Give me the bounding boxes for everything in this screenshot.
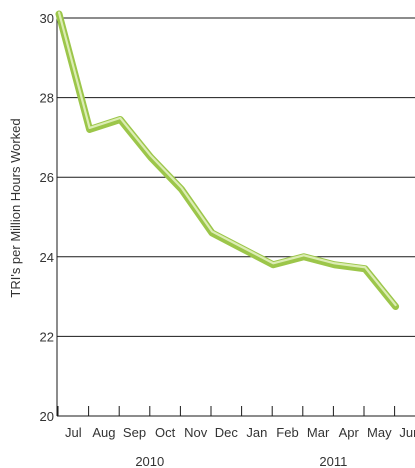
year-label: 2011 (319, 454, 347, 468)
x-tick-labels: Jul Aug Sep Oct Nov Dec Jan Feb Mar Apr May Jun (65, 425, 415, 440)
year-label: 2010 (135, 454, 164, 468)
y-tick-label: 28 (40, 91, 54, 106)
x-tick-label: Mar (307, 425, 330, 440)
x-tick-label: Oct (155, 425, 176, 440)
data-point (211, 232, 213, 234)
gridlines (57, 17, 415, 337)
x-tick-label: Dec (215, 425, 239, 440)
x-tick-label: Feb (276, 425, 298, 440)
series-line (55, 10, 400, 311)
x-tick-label: Sep (123, 425, 146, 440)
data-point (150, 156, 152, 158)
series-line-highlight (57, 11, 397, 307)
y-tick-label: 20 (40, 409, 54, 424)
x-tick-label: Jun (399, 425, 415, 440)
data-point (364, 268, 366, 270)
y-tick-labels: 20 22 24 26 28 30 (40, 11, 54, 424)
x-tick-label: Jul (65, 425, 82, 440)
data-point (88, 128, 90, 130)
data-point (303, 256, 305, 258)
x-tick-label: May (367, 425, 392, 440)
data-point (272, 264, 274, 266)
data-point (241, 248, 243, 250)
axes (56, 14, 415, 417)
y-tick-label: 22 (40, 329, 54, 344)
y-tick-label: 26 (40, 170, 54, 185)
data-point (333, 264, 335, 266)
y-tick-label: 24 (40, 250, 54, 265)
year-labels: 2010 2011 (135, 454, 347, 468)
data-point (58, 13, 60, 15)
x-tick-label: Apr (339, 425, 360, 440)
data-point (180, 188, 182, 190)
y-axis-title: TRI's per Million Hours Worked (8, 118, 23, 297)
data-point (394, 305, 396, 307)
data-point (119, 118, 121, 120)
x-tick-label: Jan (246, 425, 267, 440)
x-tick-label: Aug (92, 425, 115, 440)
series-group (55, 10, 400, 311)
x-tick-label: Nov (184, 425, 208, 440)
y-tick-label: 30 (40, 11, 54, 26)
